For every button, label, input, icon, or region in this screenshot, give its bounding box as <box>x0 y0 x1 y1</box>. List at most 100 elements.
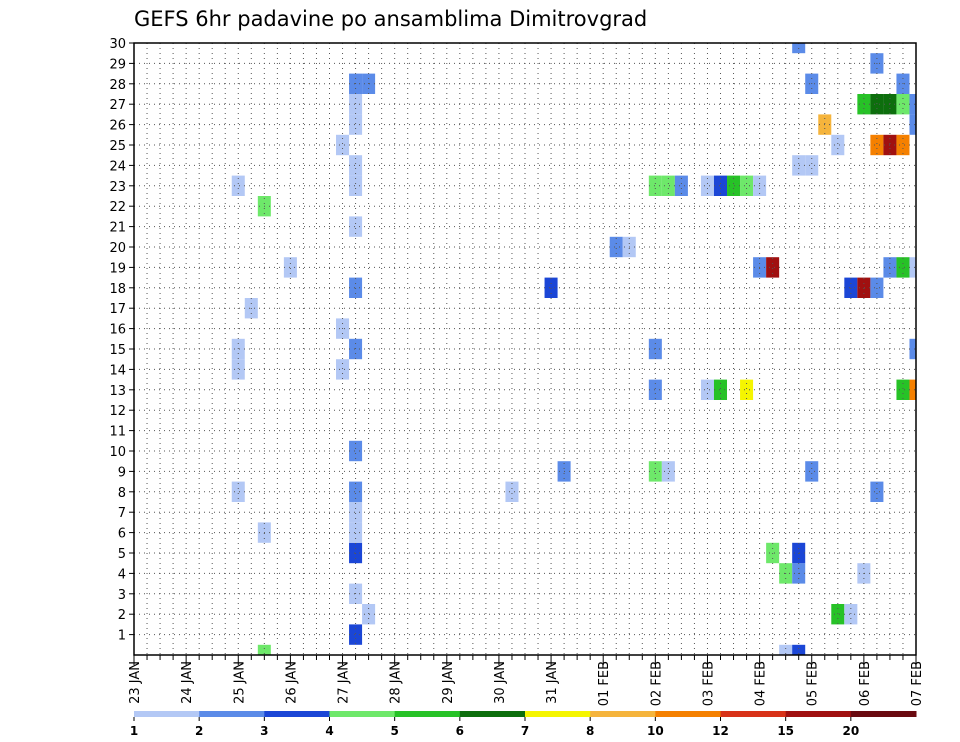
x-tick-label: 30 JAN <box>493 661 508 704</box>
precip-cell <box>505 481 519 502</box>
legend-swatch <box>264 711 330 717</box>
precip-cell <box>766 257 780 278</box>
precip-cell <box>844 604 858 625</box>
precip-cell <box>700 175 714 196</box>
precip-cell <box>909 379 916 400</box>
x-tick-label: 05 FEB <box>806 661 821 706</box>
y-tick-label: 8 <box>118 486 126 501</box>
precip-cell <box>349 155 363 176</box>
precip-cell <box>909 94 916 115</box>
precip-cell <box>648 379 662 400</box>
precip-cell <box>896 94 910 115</box>
y-tick-label: 26 <box>109 119 126 134</box>
legend-label: 4 <box>325 724 333 738</box>
precip-cell <box>336 359 350 380</box>
precip-cell <box>805 461 819 482</box>
precip-cell <box>713 175 728 196</box>
precip-cell <box>909 338 916 360</box>
x-axis: 23 JAN 24 JAN 25 JAN 26 JAN 27 JAN 28 JAN 29 J… <box>128 655 925 706</box>
y-tick-label: 3 <box>118 588 126 603</box>
y-tick-label: 25 <box>109 139 126 154</box>
precip-cell <box>870 277 884 298</box>
y-tick-label: 6 <box>118 527 126 542</box>
precip-cell <box>231 481 245 502</box>
y-tick-label: 7 <box>118 506 126 521</box>
precip-cell <box>896 257 910 278</box>
legend-label: 12 <box>712 724 729 738</box>
precip-cell <box>857 94 871 115</box>
precip-cell <box>648 461 662 482</box>
precip-cell <box>805 155 819 176</box>
legend-swatch <box>785 711 852 717</box>
y-tick-label: 22 <box>109 200 126 215</box>
y-tick-label: 17 <box>109 302 126 317</box>
precip-cell <box>844 277 858 298</box>
x-tick-label: 26 JAN <box>284 661 299 704</box>
precip-cell <box>349 216 363 237</box>
x-tick-label: 06 FEB <box>858 661 873 706</box>
legend-swatch <box>850 711 917 717</box>
precip-cell <box>831 604 845 625</box>
x-tick-label: 28 JAN <box>389 661 404 704</box>
legend-label: 3 <box>260 724 268 738</box>
legend-label: 5 <box>390 724 398 738</box>
y-tick-label: 13 <box>109 384 126 399</box>
x-tick-label: 25 JAN <box>232 661 247 704</box>
precip-cell <box>870 481 884 502</box>
legend-swatch <box>720 711 787 717</box>
precip-cell <box>870 134 884 156</box>
y-tick-label: 11 <box>109 425 126 440</box>
legend-label: 8 <box>586 724 594 738</box>
legend-swatch <box>134 711 200 717</box>
legend-swatch <box>525 711 591 717</box>
precip-cell <box>909 257 916 278</box>
precip-cell <box>362 604 376 625</box>
y-tick-label: 30 <box>109 37 126 52</box>
precip-cell <box>896 379 910 400</box>
precip-cell <box>231 175 245 196</box>
precip-cell <box>257 644 271 655</box>
precip-cell <box>349 440 363 462</box>
y-tick-label: 21 <box>109 221 126 236</box>
y-tick-label: 16 <box>109 323 126 338</box>
legend-label: 7 <box>521 724 529 738</box>
precip-cell <box>740 379 754 400</box>
y-tick-label: 19 <box>109 261 126 276</box>
x-tick-label: 04 FEB <box>754 661 769 706</box>
precip-cell <box>648 175 662 196</box>
precip-cell <box>870 94 884 115</box>
x-tick-label: 29 JAN <box>441 661 456 704</box>
x-tick-label: 27 JAN <box>337 661 352 704</box>
precip-cell <box>349 481 363 502</box>
legend-label: 10 <box>647 724 664 738</box>
x-tick-label: 03 FEB <box>701 661 716 706</box>
precip-cell <box>909 114 916 135</box>
legend-swatch <box>459 711 526 717</box>
precip-cell <box>609 236 623 258</box>
legend-swatch <box>394 711 461 717</box>
precip-cell <box>896 134 910 156</box>
y-tick-label: 18 <box>109 282 126 297</box>
y-axis: 1234567891011121314151617181920212223242… <box>109 37 134 644</box>
y-tick-label: 28 <box>109 78 126 93</box>
precip-cell <box>231 359 245 380</box>
precip-cell <box>713 379 728 400</box>
legend-label: 2 <box>195 724 203 738</box>
precip-cell <box>779 644 793 655</box>
precip-cell <box>831 134 845 156</box>
y-tick-label: 10 <box>109 445 126 460</box>
legend-swatch <box>590 711 656 717</box>
x-tick-label: 07 FEB <box>910 661 925 706</box>
legend-swatch <box>199 711 265 717</box>
precip-cell <box>349 624 363 645</box>
x-tick-label: 01 FEB <box>597 661 612 706</box>
grid-layer <box>134 42 916 655</box>
y-tick-label: 23 <box>109 180 126 195</box>
x-tick-label: 31 JAN <box>545 661 560 704</box>
precip-cell <box>792 155 806 176</box>
precip-cell <box>283 257 297 278</box>
legend-label: 1 <box>130 724 138 738</box>
y-tick-label: 5 <box>118 547 126 562</box>
y-tick-label: 29 <box>109 57 126 72</box>
precip-cell <box>661 175 675 196</box>
